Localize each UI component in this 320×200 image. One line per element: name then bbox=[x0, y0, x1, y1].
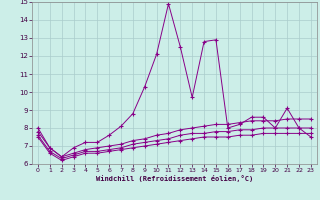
X-axis label: Windchill (Refroidissement éolien,°C): Windchill (Refroidissement éolien,°C) bbox=[96, 175, 253, 182]
